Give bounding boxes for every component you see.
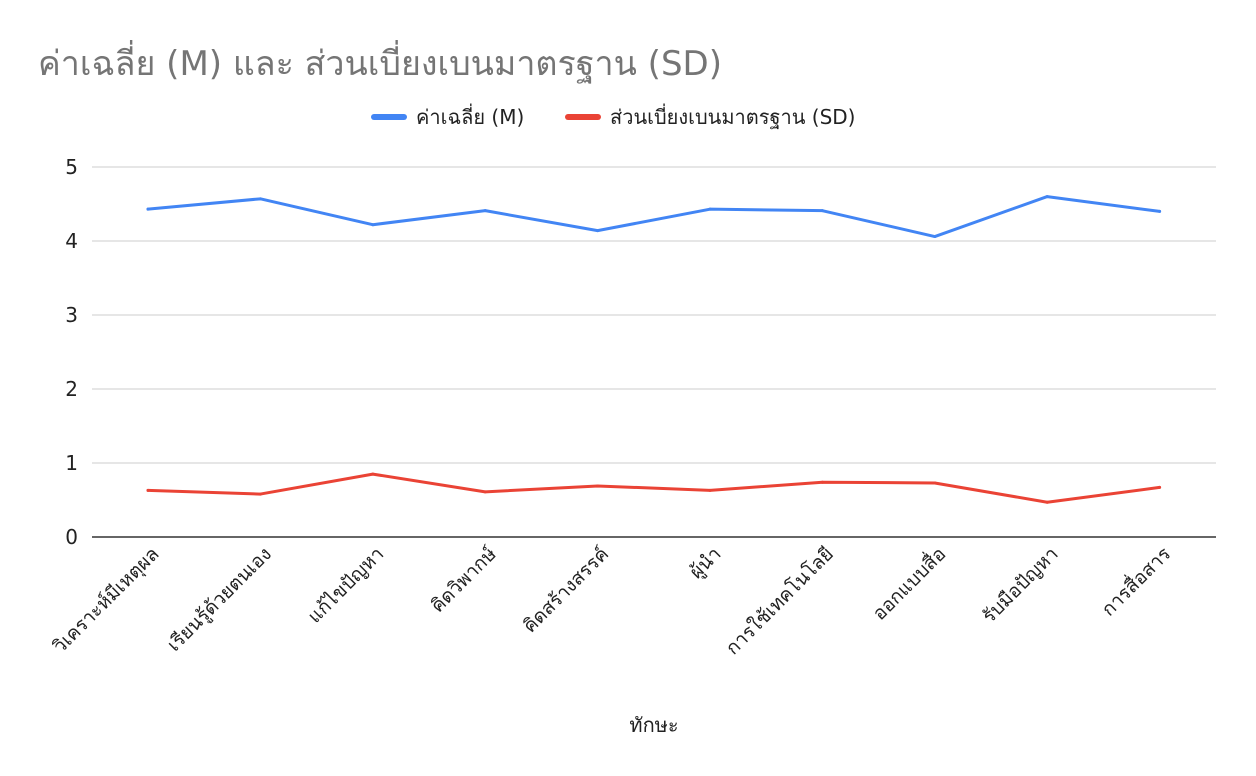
x-tick-label: แก้ไขปัญหา xyxy=(304,543,389,628)
y-tick-label: 2 xyxy=(65,377,78,401)
chart-title: ค่าเฉลี่ย (M) และ ส่วนเบี่ยงเบนมาตรฐาน (… xyxy=(38,44,722,84)
series-line-0 xyxy=(146,195,1162,239)
data-point-1 xyxy=(1158,485,1162,489)
x-tick-label: รับมือปัญหา xyxy=(978,543,1063,628)
data-point-0 xyxy=(483,209,487,213)
x-tick-label: การสื่อสาร xyxy=(1095,541,1175,621)
data-point-1 xyxy=(820,480,824,484)
x-tick-label: การใช้เทคโนโลยี xyxy=(721,542,838,659)
data-point-0 xyxy=(1158,209,1162,213)
data-point-1 xyxy=(258,492,262,496)
y-tick-label: 5 xyxy=(65,155,78,179)
data-point-0 xyxy=(146,207,150,211)
data-point-1 xyxy=(371,472,375,476)
legend-label: ส่วนเบี่ยงเบนมาตรฐาน (SD) xyxy=(610,103,855,129)
data-point-1 xyxy=(933,481,937,485)
data-point-1 xyxy=(596,484,600,488)
x-tick-label: เรียนรู้ด้วยตนเอง xyxy=(163,543,276,656)
y-tick-label: 0 xyxy=(65,525,78,549)
data-point-0 xyxy=(820,209,824,213)
data-point-0 xyxy=(371,223,375,227)
data-point-1 xyxy=(1045,500,1049,504)
legend-label: ค่าเฉลี่ย (M) xyxy=(416,103,524,129)
data-point-1 xyxy=(146,488,150,492)
x-tick-label: ผู้นำ xyxy=(685,543,725,583)
data-point-0 xyxy=(596,229,600,233)
x-tick-label: คิดวิพากษ์ xyxy=(427,543,502,618)
y-tick-label: 1 xyxy=(65,451,78,475)
x-tick-label: ออกแบบสื่อ xyxy=(866,541,950,625)
data-point-1 xyxy=(708,488,712,492)
data-point-0 xyxy=(933,235,937,239)
data-point-0 xyxy=(258,197,262,201)
x-tick-label: คิดสร้างสรรค์ xyxy=(519,543,613,637)
data-point-0 xyxy=(708,207,712,211)
data-point-1 xyxy=(483,490,487,494)
y-tick-label: 3 xyxy=(65,303,78,327)
y-tick-label: 4 xyxy=(65,229,78,253)
x-tick-label: วิเคราะห์มีเหตุผล xyxy=(49,543,165,659)
series-line-1 xyxy=(146,472,1162,504)
x-axis-title: ทักษะ xyxy=(629,713,678,737)
data-point-0 xyxy=(1045,195,1049,199)
